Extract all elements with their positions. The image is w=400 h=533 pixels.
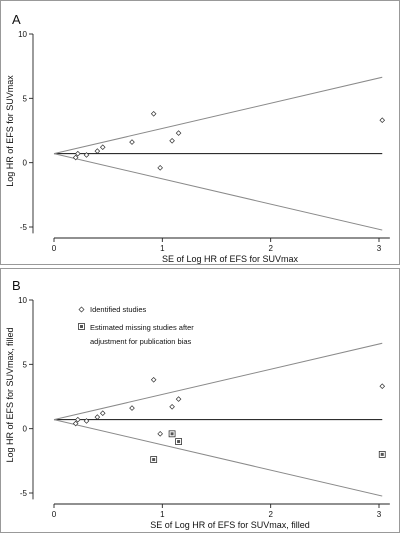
legend-missing-label-line2: adjustment for publication bias <box>90 337 192 346</box>
y-tick-label: -5 <box>20 489 28 498</box>
legend-missing-label-line1: Estimated missing studies after <box>90 323 194 332</box>
missing-study-point-square-fill <box>380 452 384 456</box>
panel-a-plot-area: -5 0 5 10 0 1 2 3 <box>18 30 390 253</box>
study-point-diamond <box>94 148 101 154</box>
panel-b-legend: Identified studies Estimated missing stu… <box>78 305 194 346</box>
study-point-diamond <box>75 150 81 157</box>
panel-b-y-axis-label: Log HR of EFS for SUVmax, filled <box>5 327 15 462</box>
x-tick-label: 2 <box>268 510 273 519</box>
upper-pseudo-ci-line <box>53 342 383 421</box>
panel-b-x-axis-label: SE of Log HR of EFS for SUVmax, filled <box>150 520 310 530</box>
study-point-diamond <box>150 376 157 383</box>
y-tick-label: 10 <box>18 296 27 305</box>
panel-b-plot-area: -5 0 5 10 0 1 2 3 <box>18 296 390 519</box>
study-point-diamond <box>157 165 163 171</box>
x-tick-label: 0 <box>52 510 57 519</box>
x-tick-label: 1 <box>160 510 165 519</box>
x-tick-label: 3 <box>377 244 382 253</box>
study-point-diamond <box>175 396 182 402</box>
panel-a-frame <box>0 0 400 265</box>
panel-b-label: B <box>12 278 21 293</box>
study-point-diamond <box>72 420 79 427</box>
study-point-diamond <box>94 414 101 420</box>
lower-pseudo-ci-line <box>53 153 383 231</box>
study-point-diamond <box>169 403 175 410</box>
study-point-diamond <box>99 410 106 417</box>
study-point-diamond <box>83 418 90 424</box>
panel-a-label: A <box>12 12 21 27</box>
upper-pseudo-ci-line <box>53 76 383 155</box>
x-tick-label: 3 <box>377 510 382 519</box>
y-tick-label: 0 <box>23 425 28 434</box>
panel-a-y-axis-label: Log HR of EFS for SUVmax <box>5 75 15 187</box>
panel-a-x-axis-label: SE of Log HR of EFS for SUVmax <box>162 254 299 264</box>
study-point-diamond <box>83 152 90 158</box>
y-tick-label: 5 <box>23 360 28 369</box>
lower-pseudo-ci-line <box>53 419 383 497</box>
panel-b: B -5 0 5 10 0 1 2 3 Identified studies Estimate… <box>0 268 400 533</box>
study-point-diamond <box>129 139 135 145</box>
study-point-diamond <box>150 110 157 117</box>
legend-diamond-marker <box>78 306 85 313</box>
study-point-diamond <box>379 383 386 390</box>
legend-square-marker-fill <box>80 325 83 328</box>
study-point-diamond <box>169 137 175 144</box>
study-point-diamond <box>75 416 81 423</box>
study-point-diamond <box>379 117 386 124</box>
missing-study-point-square-fill <box>152 458 156 462</box>
panel-b-frame <box>0 268 400 533</box>
study-point-diamond <box>175 130 182 136</box>
x-tick-label: 0 <box>52 244 57 253</box>
study-point-diamond <box>72 154 79 161</box>
panel-a: A -5 0 5 10 0 1 2 3 SE of Log HR of EFS for SUV… <box>0 0 400 265</box>
legend-identified-label: Identified studies <box>90 305 147 314</box>
x-tick-label: 2 <box>268 244 273 253</box>
study-point-diamond <box>157 431 163 437</box>
y-tick-label: -5 <box>20 223 28 232</box>
y-tick-label: 10 <box>18 30 27 39</box>
x-tick-label: 1 <box>160 244 165 253</box>
y-tick-label: 0 <box>23 159 28 168</box>
study-point-diamond <box>129 405 135 411</box>
y-tick-label: 5 <box>23 94 28 103</box>
study-point-diamond <box>99 144 106 151</box>
missing-study-point-square-fill <box>170 432 174 436</box>
missing-study-point-square-fill <box>177 440 181 444</box>
